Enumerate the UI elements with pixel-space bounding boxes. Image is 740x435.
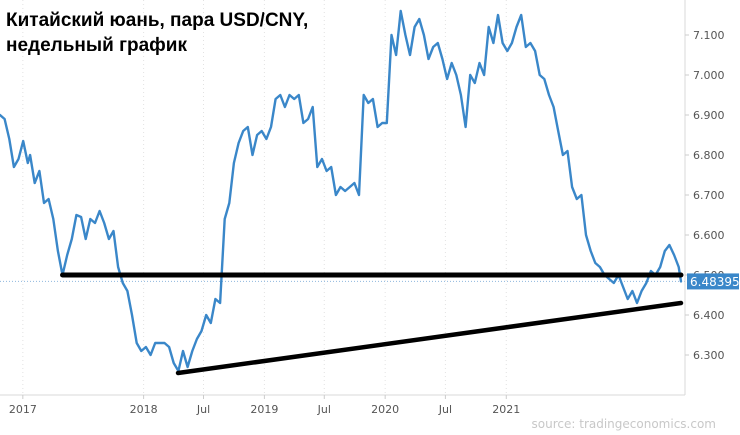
y-tick-label: 6.400 bbox=[693, 309, 725, 322]
x-tick-label: 2020 bbox=[371, 403, 399, 416]
x-tick-label: 2017 bbox=[9, 403, 37, 416]
axes: 2017 2018 Jul 2019 Jul 2020 Jul 2021 6.300 6.400 6… bbox=[0, 0, 740, 416]
series bbox=[0, 9, 683, 373]
x-tick-label: Jul bbox=[438, 403, 452, 416]
last-value-label: 6.48395 bbox=[690, 275, 740, 289]
x-tick-label: Jul bbox=[317, 403, 331, 416]
grid bbox=[0, 0, 685, 395]
chart-title: Китайский юань, пара USD/CNY, недельный … bbox=[6, 8, 308, 58]
x-tick-label: 2019 bbox=[250, 403, 278, 416]
y-tick-label: 7.100 bbox=[693, 29, 725, 42]
y-tick-label: 7.000 bbox=[693, 69, 725, 82]
last-value-badge bbox=[687, 273, 739, 290]
annotations bbox=[60, 272, 684, 376]
y-tick-label: 6.700 bbox=[693, 189, 725, 202]
trend-line bbox=[175, 300, 684, 376]
source-note: source: tradingeconomics.com bbox=[532, 417, 716, 431]
y-tick-label: 6.300 bbox=[693, 349, 725, 362]
x-tick-label: 2021 bbox=[492, 403, 520, 416]
y-tick-label: 6.900 bbox=[693, 109, 725, 122]
x-tick-label: 2018 bbox=[130, 403, 158, 416]
x-tick-label: Jul bbox=[196, 403, 210, 416]
y-tick-label: 6.800 bbox=[693, 149, 725, 162]
chart-title-line-2: недельный график bbox=[6, 35, 187, 56]
y-tick-label: 6.600 bbox=[693, 229, 725, 242]
chart-title-line-1: Китайский юань, пара USD/CNY, bbox=[6, 10, 309, 31]
